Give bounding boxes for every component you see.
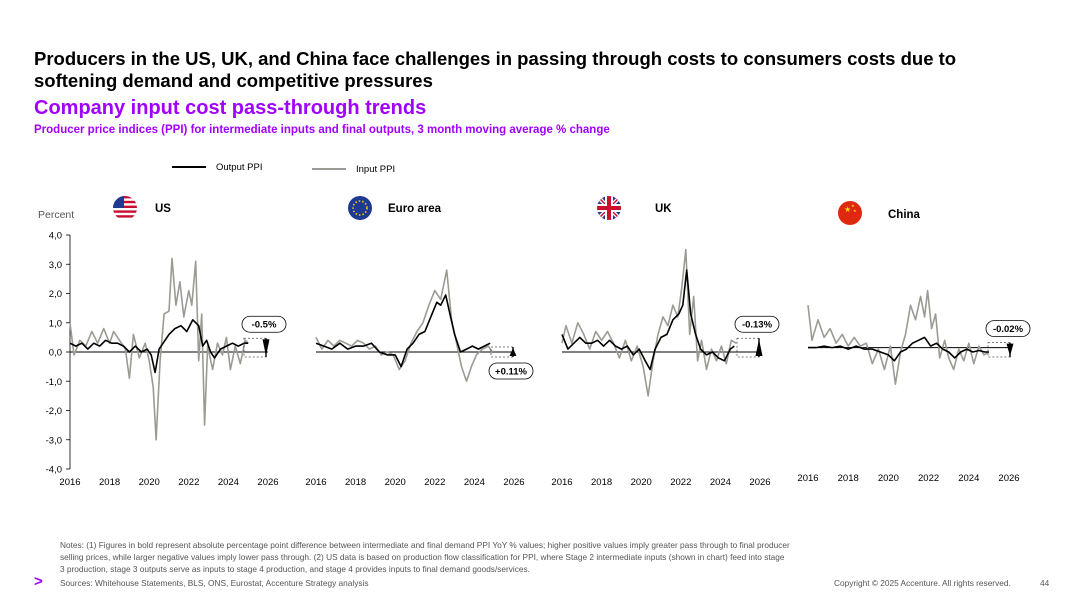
annotation-badge	[985, 320, 1031, 338]
x-tick-label: 2016	[305, 477, 326, 488]
x-tick-label: 2018	[838, 473, 859, 484]
y-tick-label: 2,0	[49, 289, 62, 300]
x-tick-label: 2020	[631, 477, 652, 488]
x-tick-label: 2024	[464, 477, 485, 488]
svg-text:★: ★	[853, 208, 857, 213]
panel-euro-area: Euro area 2016 2018 2020 2022 2024 2026 +0.11%	[305, 203, 534, 488]
x-tick-label: 2026	[503, 477, 524, 488]
arrow-up-icon	[509, 348, 517, 356]
y-axis-label: Percent	[38, 209, 74, 221]
output-ppi-line	[808, 336, 989, 362]
x-tick-label: 2026	[998, 473, 1019, 484]
annotation-badge	[488, 362, 534, 380]
arrow-down-icon	[262, 339, 270, 356]
x-tick-label: 2020	[385, 477, 406, 488]
legend-output-label: Output PPI	[216, 162, 262, 173]
panel-title: US	[155, 203, 171, 215]
x-tick-label: 2024	[218, 477, 239, 488]
x-tick-label: 2022	[424, 477, 445, 488]
annotation-value: -0.5%	[252, 320, 277, 331]
difference-bracket	[987, 342, 1011, 358]
copyright: Copyright © 2025 Accenture. All rights r…	[834, 578, 1011, 588]
chart-subtitle: Company input cost pass-through trends	[34, 97, 427, 119]
x-tick-label: 2018	[99, 477, 120, 488]
panel-title: UK	[655, 203, 672, 215]
annotation-value: -0.13%	[742, 320, 773, 331]
y-tick-label: -2,0	[46, 406, 62, 417]
x-tick-label: 2026	[257, 477, 278, 488]
legend-input-label: Input PPI	[356, 164, 395, 175]
input-ppi-line	[807, 289, 990, 385]
annotation-badge	[734, 315, 780, 333]
y-tick-label: 3,0	[49, 260, 62, 271]
x-tick-label: 2022	[670, 477, 691, 488]
input-ppi-line	[561, 248, 737, 397]
sources: Sources: Whitehouse Statements, BLS, ONS…	[60, 578, 369, 588]
panel-us: US 2016 2018 2020 2022 2024 2026 -0.5%	[59, 203, 287, 488]
x-tick-label: 2022	[918, 473, 939, 484]
arrow-down-icon	[1006, 343, 1014, 356]
output-ppi-line	[315, 294, 491, 368]
annotation-value: -0.02%	[993, 324, 1024, 335]
chart-description: Producer price indices (PPI) for interme…	[34, 124, 610, 136]
x-tick-label: 2026	[749, 477, 770, 488]
x-tick-label: 2018	[345, 477, 366, 488]
x-tick-label: 2016	[59, 477, 80, 488]
annotation-value: +0.11%	[495, 367, 528, 378]
y-tick-label: 4,0	[49, 231, 62, 242]
svg-text:★: ★	[844, 205, 851, 214]
difference-bracket	[736, 337, 760, 358]
page-title: Producers in the US, UK, and China face …	[34, 48, 957, 91]
accenture-logo: >	[34, 573, 43, 590]
china-flag-icon: ★ ★ ★	[838, 201, 862, 225]
input-ppi-line	[69, 257, 249, 441]
difference-bracket	[243, 337, 267, 358]
panel-china: China 2016 2018 2020 2022 2024 2026 -0.02%	[797, 209, 1031, 484]
us-flag-icon	[113, 196, 137, 220]
panel-uk: UK 2016 2018 2020 2022 2024 2026 -0.13%	[551, 203, 780, 488]
x-tick-label: 2020	[878, 473, 899, 484]
panel-title: China	[888, 209, 921, 221]
annotation-badge	[241, 315, 287, 333]
output-ppi-line	[561, 269, 735, 371]
y-tick-label: -4,0	[46, 465, 62, 476]
x-tick-label: 2018	[591, 477, 612, 488]
y-tick-label: 0,0	[49, 348, 62, 359]
svg-text:★: ★	[851, 203, 855, 208]
page-number: 44	[1040, 578, 1050, 588]
arrow-up-icon	[755, 339, 763, 356]
footnotes: Notes: (1) Figures in bold represent abs…	[60, 540, 790, 574]
uk-flag-icon	[597, 196, 621, 220]
x-tick-label: 2022	[178, 477, 199, 488]
x-tick-label: 2020	[139, 477, 160, 488]
x-tick-label: 2024	[958, 473, 979, 484]
x-tick-label: 2024	[710, 477, 731, 488]
output-ppi-line	[69, 319, 249, 374]
x-tick-label: 2016	[797, 473, 818, 484]
y-tick-label: -3,0	[46, 435, 62, 446]
eu-flag-icon	[348, 196, 372, 220]
panel-title: Euro area	[388, 203, 442, 215]
x-tick-label: 2016	[551, 477, 572, 488]
y-tick-label: -1,0	[46, 377, 62, 388]
y-tick-label: 1,0	[49, 318, 62, 329]
input-ppi-line	[315, 269, 493, 383]
